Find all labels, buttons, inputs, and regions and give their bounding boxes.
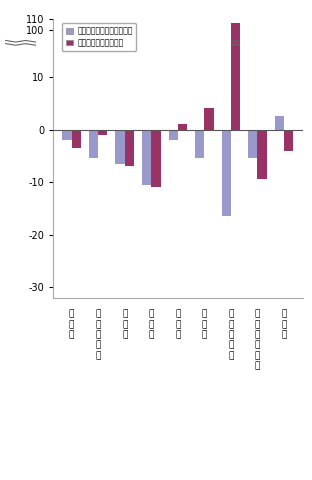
Bar	[222, 130, 231, 216]
Bar	[204, 108, 214, 130]
Bar	[89, 130, 98, 158]
Text: 建
設
財: 建 設 財	[175, 310, 181, 339]
Bar	[72, 130, 81, 148]
Bar	[195, 130, 204, 158]
Bar	[125, 130, 134, 166]
Text: 耕
久
消
費
財: 耕 久 消 費 財	[228, 310, 234, 360]
Bar	[151, 130, 161, 187]
Bar	[115, 130, 125, 164]
Bar	[98, 130, 107, 135]
Text: 投
資
財: 投 資 財	[122, 310, 127, 339]
Bar	[257, 130, 267, 180]
Text: 鉱
工
業: 鉱 工 業	[69, 310, 74, 339]
Bar	[231, 24, 240, 130]
Text: 資
本
財: 資 本 財	[149, 310, 154, 339]
Text: 生
産
財: 生 産 財	[281, 310, 287, 339]
Bar	[178, 124, 187, 130]
Text: 消
費
財: 消 費 財	[202, 310, 207, 339]
Bar	[142, 130, 151, 185]
Bar	[168, 130, 178, 140]
Bar	[248, 130, 257, 158]
Bar	[284, 130, 293, 151]
Bar	[275, 116, 284, 130]
Text: 最
終
需
要
財: 最 終 需 要 財	[95, 310, 101, 360]
Text: 非
耕
久
消
費
財: 非 耕 久 消 費 財	[255, 310, 260, 371]
Legend: 前月比（季節調整済指数）, 前年同月比（原指数）: 前月比（季節調整済指数）, 前年同月比（原指数）	[62, 23, 136, 51]
Bar	[62, 130, 72, 140]
